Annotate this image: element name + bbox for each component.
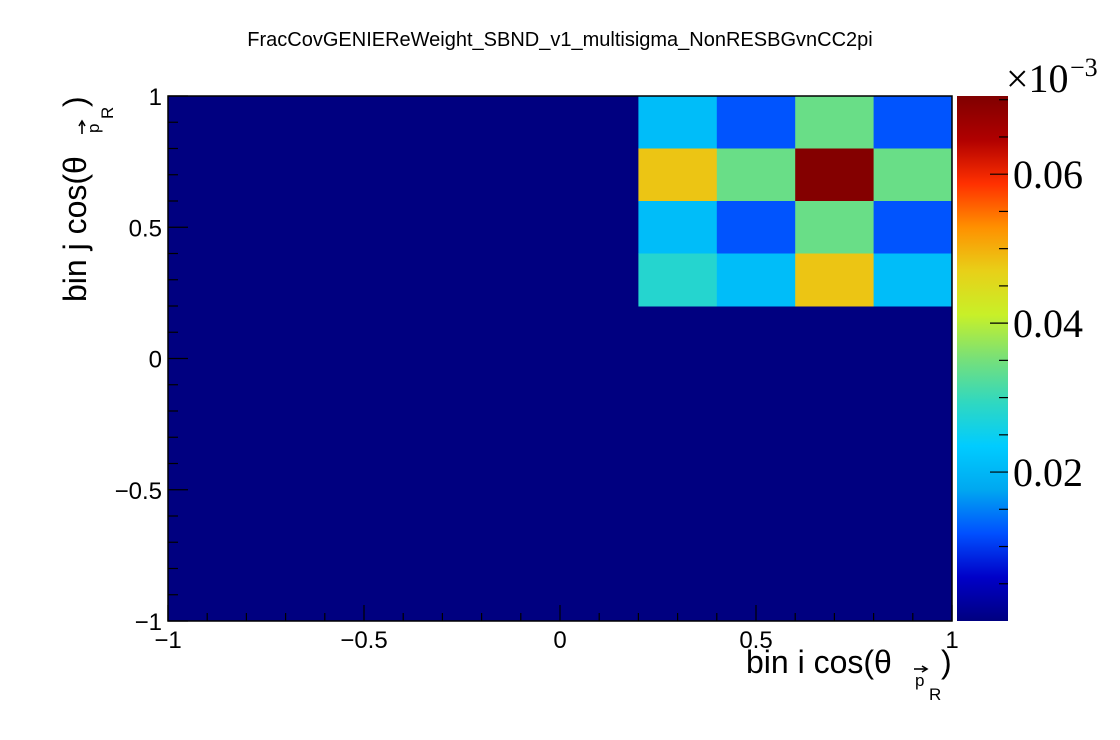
- colorbar-exponent-power: −3: [1070, 53, 1098, 82]
- x-tick-label-0: −1: [154, 627, 181, 654]
- colorbar: [957, 96, 1008, 621]
- heatmap-cell-9: [716, 201, 796, 254]
- y-axis-label-main: bin j cos(θ: [57, 156, 93, 302]
- colorbar-tick-label-1: 0.04: [1013, 301, 1083, 346]
- x-axis-label-vector: p: [915, 671, 924, 690]
- y-tick-label-3: 0.5: [129, 215, 162, 242]
- y-axis-label-close: ): [57, 96, 93, 107]
- heatmap-cell-7: [873, 148, 953, 202]
- y-axis-label-arrowhead: [78, 119, 86, 127]
- x-tick-label-4: 1: [945, 627, 958, 654]
- heatmap-cell-3: [873, 96, 953, 149]
- colorbar-tick-label-0: 0.02: [1013, 450, 1083, 495]
- colorbar-exponent-base: ×10: [1006, 56, 1069, 101]
- x-tick-label-3: 0.5: [739, 627, 772, 654]
- y-axis-ticks: −1 −0.5 0 0.5 1: [115, 84, 188, 636]
- y-tick-label-2: 0: [149, 347, 162, 374]
- heatmap-cell-1: [716, 96, 796, 149]
- y-tick-label-0: −1: [135, 609, 162, 636]
- heatmap-cell-4: [638, 148, 718, 202]
- svg-text:bin i cos(θ: bin i cos(θ: [746, 644, 892, 680]
- heatmap-cell-0: [638, 96, 718, 149]
- x-axis-label-index: R: [929, 685, 941, 704]
- x-axis-label-main: bin i cos(θ: [746, 644, 892, 680]
- colorbar-exponent: ×10 −3: [1006, 53, 1098, 101]
- colorbar-tick-label-2: 0.06: [1013, 152, 1083, 197]
- y-axis-label-vector: p: [84, 124, 103, 133]
- heatmap-cell-11: [873, 201, 953, 254]
- x-axis-ticks: −1 −0.5 0 0.5 1: [154, 605, 959, 654]
- heatmap-cell-15: [873, 253, 953, 307]
- heatmap-cell-6: [795, 148, 875, 202]
- heatmap-cell-8: [638, 201, 718, 254]
- heatmap-cell-13: [716, 253, 796, 307]
- heatmap-cell-10: [795, 201, 875, 254]
- heatmap-cell-5: [716, 148, 796, 202]
- x-axis-label-arrowhead: [921, 665, 929, 673]
- y-tick-label-1: −0.5: [115, 478, 162, 505]
- svg-text:bin j cos(θ: bin j cos(θ: [57, 156, 93, 302]
- y-tick-label-4: 1: [149, 84, 162, 111]
- x-tick-label-1: −0.5: [340, 627, 387, 654]
- y-axis-label-index: R: [98, 107, 117, 119]
- y-axis-label: bin j cos(θ p R ): [57, 96, 117, 302]
- x-axis-label-close: ): [941, 644, 952, 680]
- x-axis-label: bin i cos(θ p R ): [746, 644, 952, 704]
- chart-title: FracCovGENIEReWeight_SBND_v1_multisigma_…: [247, 29, 872, 51]
- heatmap-cell-12: [638, 253, 718, 307]
- heatmap-cell-2: [795, 96, 875, 149]
- x-tick-label-2: 0: [553, 627, 566, 654]
- colorbar-ticks: 0.02 0.04 0.06: [990, 99, 1083, 585]
- heatmap-cells: [638, 96, 953, 307]
- heatmap-cell-14: [795, 253, 875, 307]
